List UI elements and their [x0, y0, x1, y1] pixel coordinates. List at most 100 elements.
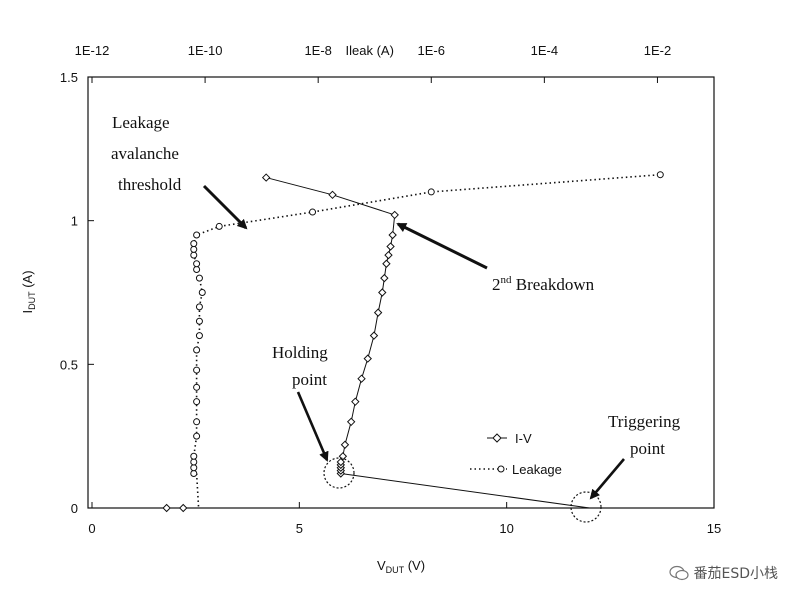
leakage-data-point [427, 188, 435, 196]
annotation-leakage-line-1: Leakage [112, 113, 170, 132]
iv-data-point [179, 503, 188, 513]
leakage-data-point [190, 245, 198, 253]
watermark-text: 番茄ESD小栈 [693, 566, 778, 582]
x-axis-label: VDUT (V) [377, 558, 425, 575]
y-tick-label: 1 [71, 214, 78, 229]
bottom-axis-ticks: 0 5 10 15 [88, 502, 721, 536]
leakage-data-point [193, 366, 201, 374]
annotation-triggering-line-1: Triggering [608, 412, 681, 431]
iv-data-point [386, 242, 395, 251]
x-tick-label: 10 [499, 521, 513, 536]
iv-data-point [373, 308, 383, 317]
leakage-data-point [193, 231, 201, 239]
leakage-data-point [190, 452, 198, 460]
leakage-data-point [193, 432, 201, 440]
y-tick-label: 0 [71, 501, 78, 516]
annotation-second-breakdown-sup: nd [501, 274, 513, 286]
annotation-holding-line-1: Holding [272, 343, 328, 362]
y-tick-label: 0.5 [60, 357, 78, 372]
iv-data-point [388, 230, 397, 240]
leakage-data-point [215, 222, 223, 230]
iv-data-point [382, 259, 391, 268]
annotation-holding-point: Holding point [272, 343, 332, 389]
iv-data-point [346, 417, 356, 427]
leakage-data-point [193, 398, 201, 406]
iv-curve-line [266, 177, 396, 474]
leakage-data-point [195, 332, 203, 340]
plot-frame [87, 76, 715, 509]
iv-data-point [162, 503, 171, 513]
arrow-second-breakdown [396, 222, 488, 270]
leakage-data-point [193, 346, 201, 354]
annotation-second-breakdown: 2nd Breakdown [492, 274, 595, 294]
iv-holding-to-trigger-line [340, 473, 590, 509]
arrow-leakage-threshold [202, 184, 248, 230]
iv-data-point [336, 457, 346, 467]
annotation-triggering-point: Triggering point [608, 412, 684, 458]
leakage-floor-line [195, 473, 200, 509]
leakage-data-point [190, 458, 198, 466]
annotation-leakage-line-3: threshold [118, 175, 182, 194]
top-axis-ticks: 1E-12 1E-10 1E-8 1E-6 1E-4 1E-2 Ileak (A) [75, 43, 671, 83]
top-tick-label: 1E-2 [644, 43, 671, 58]
left-axis-ticks: 0 0.5 1 1.5 [60, 70, 94, 516]
legend-leakage-label: Leakage [512, 462, 562, 477]
x-axis-label-unit: (V) [404, 558, 425, 573]
x-axis-label-main: V [377, 558, 386, 573]
top-tick-label: 1E-4 [531, 43, 558, 58]
top-tick-label: 1E-12 [75, 43, 110, 58]
leakage-data-point [656, 171, 664, 179]
top-tick-label: 1E-8 [304, 43, 331, 58]
annotation-holding-line-2: point [292, 370, 327, 389]
annotation-leakage-line-2: avalanche [111, 144, 179, 163]
top-tick-label: 1E-10 [188, 43, 223, 58]
top-axis-label: Ileak (A) [346, 43, 394, 58]
leakage-data-point [193, 260, 201, 268]
annotation-second-breakdown-tail: Breakdown [512, 275, 595, 294]
x-tick-label: 5 [296, 521, 303, 536]
y-tick-label: 1.5 [60, 70, 78, 85]
iv-series-markers [162, 173, 399, 513]
iv-data-point [390, 210, 399, 220]
legend-iv-marker [492, 433, 502, 443]
leakage-data-point [193, 383, 201, 391]
iv-data-point [338, 452, 348, 461]
leakage-data-point [309, 208, 317, 216]
iv-data-point [378, 288, 387, 297]
leakage-data-point [190, 464, 198, 472]
annotation-triggering-line-2: point [630, 439, 665, 458]
iv-data-point [363, 354, 372, 363]
arrow-triggering-point [589, 458, 625, 500]
legend: I-V Leakage [470, 431, 562, 477]
top-tick-label: 1E-6 [418, 43, 445, 58]
legend-leakage-marker [497, 465, 505, 473]
iv-data-point [340, 440, 350, 449]
leakage-data-point [195, 303, 203, 311]
leakage-curve-line [192, 173, 661, 474]
leakage-data-point [195, 274, 203, 282]
arrow-holding-point [296, 391, 329, 462]
leakage-data-point [190, 240, 198, 248]
leakage-series-markers [190, 171, 664, 478]
iv-data-point [380, 273, 389, 283]
iv-data-point [357, 374, 366, 383]
iv-data-point [261, 173, 271, 182]
x-axis-label-sub: DUT [386, 565, 405, 575]
annotation-leakage-threshold: Leakage avalanche threshold [111, 113, 183, 194]
iv-data-point [328, 190, 337, 200]
annotation-second-breakdown-main: 2 [492, 275, 501, 294]
y-axis-label-sub: DUT [27, 291, 37, 310]
leakage-data-point [198, 289, 206, 296]
leakage-data-point [193, 266, 201, 274]
legend-iv-label: I-V [515, 431, 532, 446]
watermark: 番茄ESD小栈 [669, 563, 778, 583]
iv-data-point [351, 397, 360, 406]
leakage-data-point [193, 418, 201, 426]
holding-point-circle [323, 457, 355, 489]
iv-data-point [384, 250, 393, 260]
x-tick-label: 0 [88, 521, 95, 536]
leakage-series-lines [192, 173, 661, 509]
leakage-data-point [190, 470, 198, 478]
x-tick-label: 15 [707, 521, 721, 536]
